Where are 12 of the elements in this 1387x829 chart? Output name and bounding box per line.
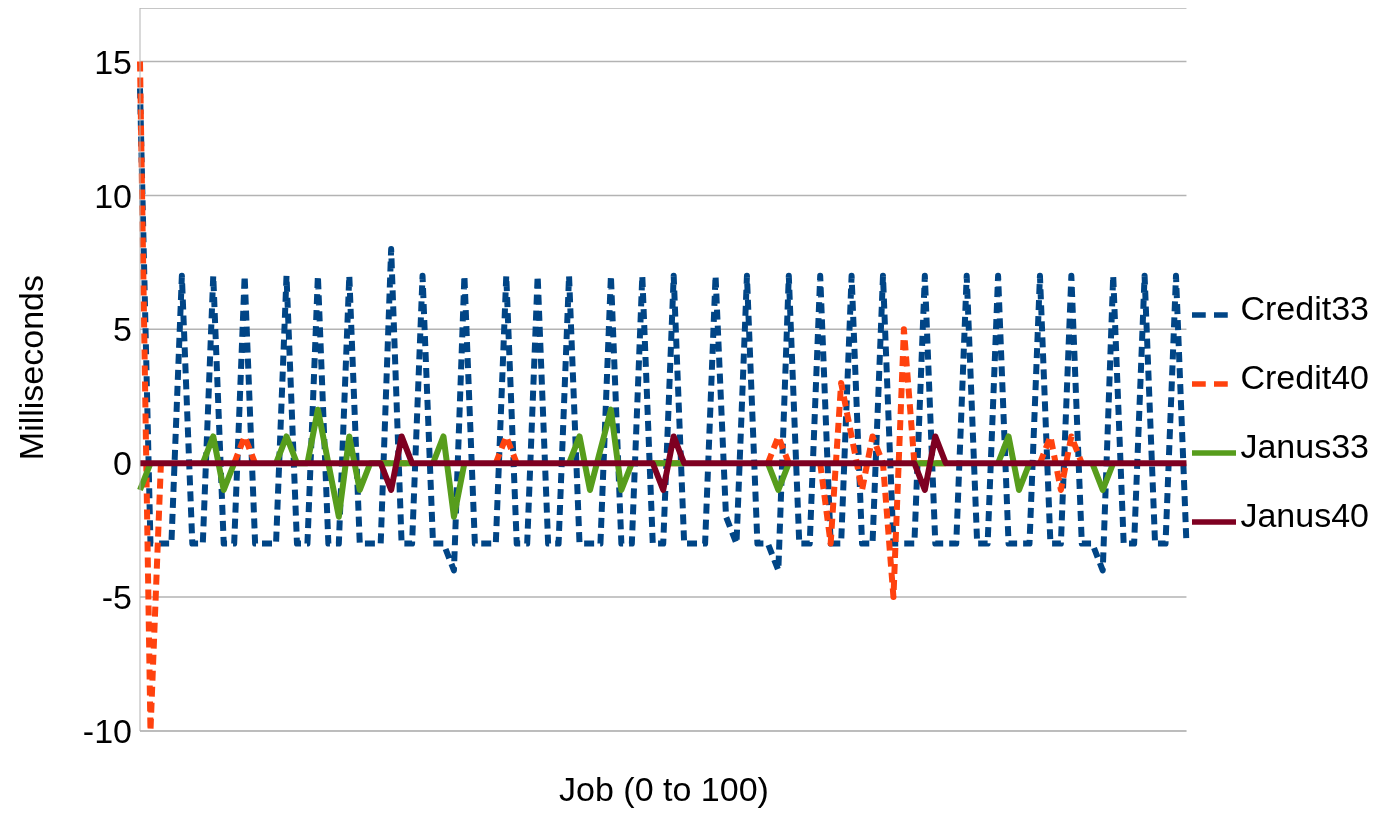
y-tick-label: 0: [113, 444, 132, 483]
y-tick-label: -5: [101, 578, 132, 617]
y-axis-title: Milliseconds: [12, 275, 51, 461]
y-tick-label: -10: [82, 712, 132, 751]
legend-label: Janus33: [1240, 426, 1369, 465]
legend-label: Credit40: [1240, 357, 1369, 396]
y-tick-label: 15: [94, 42, 132, 81]
legend-label: Credit33: [1240, 288, 1369, 327]
y-tick-label: 5: [113, 310, 132, 349]
legend-label: Janus40: [1240, 495, 1369, 534]
x-axis-title: Job (0 to 100): [559, 770, 769, 808]
y-tick-label: 10: [94, 176, 132, 215]
